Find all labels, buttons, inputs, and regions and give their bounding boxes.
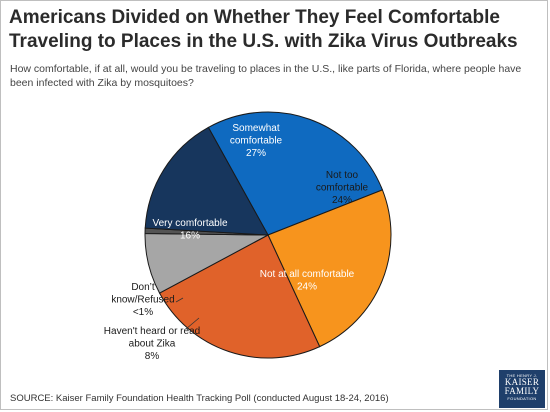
pie-label-haven-t-heard-or-read-about-zika: Haven't heard or read about Zika 8% [104, 326, 200, 362]
leader-line-dont-know [175, 297, 184, 303]
pie-slice-not-too-comfortable [267, 189, 392, 348]
pie-label-somewhat-comfortable: Somewhat comfortable 27% [230, 123, 283, 159]
pie-label-not-at-all-comfortable: Not at all comfortable 24% [260, 269, 355, 293]
chart-subtitle: How comfortable, if at all, would you be… [10, 63, 522, 89]
pie-slice-very-comfortable [144, 126, 269, 236]
pie-label-not-too-comfortable: Not too comfortable 24% [316, 170, 369, 206]
pie-slice-somewhat-comfortable [207, 111, 384, 236]
pie-label-very-comfortable: Very comfortable 16% [152, 218, 227, 242]
source-note: SOURCE: Kaiser Family Foundation Health … [10, 393, 389, 404]
pie-label-don-t-know-refused: Don’t know/Refused <1% [111, 282, 174, 318]
pie-slice-not-at-all-comfortable [158, 234, 321, 359]
kff-logo: THE HENRY J. KAISER FAMILY FOUNDATION [499, 370, 545, 408]
leader-line-havent-heard [185, 317, 200, 330]
chart-title: Americans Divided on Whether They Feel C… [9, 7, 518, 52]
